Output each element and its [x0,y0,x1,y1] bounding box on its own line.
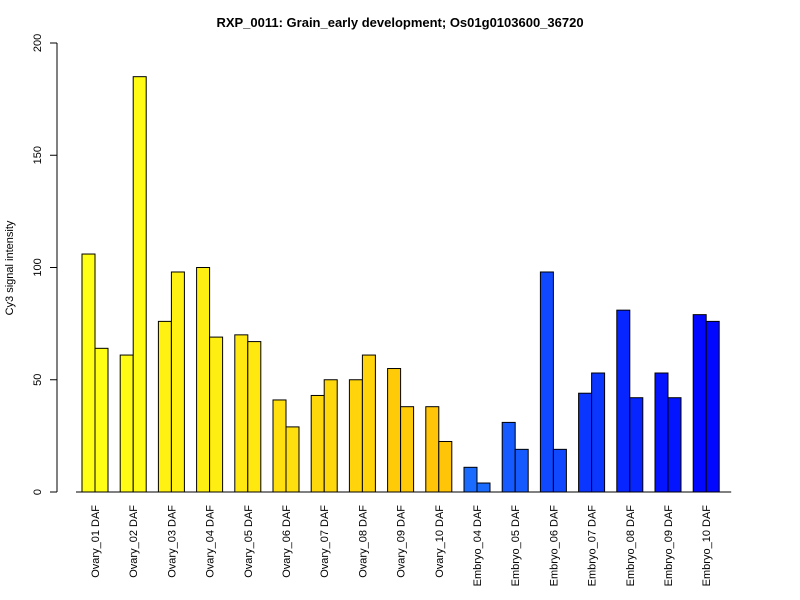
bar [552,448,567,493]
bar [501,421,516,493]
category-label: Ovary_03 DAF [166,505,178,578]
bar [476,482,491,493]
bar [438,440,453,493]
bar [157,320,172,493]
bar [310,394,325,493]
category-labels: Ovary_01 DAF Ovary_02 DAF Ovary_03 DAF Ovar… [90,505,713,587]
bar [94,347,109,493]
category-label: Embryo_10 DAF [701,505,713,587]
bar [234,334,249,493]
category-label: Ovary_10 DAF [434,505,446,578]
bar [425,406,440,493]
category-label: Ovary_07 DAF [319,505,331,578]
category-label: Embryo_04 DAF [472,505,484,587]
y-tick-label: 0 [32,489,44,495]
category-label: Ovary_04 DAF [205,505,217,578]
bar [463,466,478,493]
bar [705,320,720,493]
category-label: Ovary_02 DAF [128,505,140,578]
bar [132,76,147,493]
category-label: Ovary_09 DAF [396,505,408,578]
bar [285,426,300,493]
category-label: Ovary_06 DAF [281,505,293,578]
bar [591,372,606,493]
y-tick-label: 200 [32,34,44,52]
bar [400,406,415,493]
bar [170,271,185,493]
category-label: Embryo_05 DAF [510,505,522,587]
category-label: Embryo_08 DAF [625,505,637,587]
category-label: Embryo_06 DAF [548,505,560,587]
bar [247,341,262,493]
bar [196,267,211,493]
category-label: Ovary_01 DAF [90,505,102,578]
category-label: Embryo_07 DAF [587,505,599,587]
bar [616,309,631,493]
bar [578,392,593,493]
category-label: Ovary_08 DAF [357,505,369,578]
bar [654,372,669,493]
bar [629,397,644,493]
category-label: Embryo_09 DAF [663,505,675,587]
bar [692,314,707,493]
category-label: Ovary_05 DAF [243,505,255,578]
chart-title: RXP_0011: Grain_early development; Os01g… [216,15,583,30]
bar [81,253,96,493]
bar [209,336,224,493]
bar [272,399,287,493]
y-tick-label: 150 [32,146,44,164]
bar [387,368,402,493]
y-tick-label: 50 [32,374,44,386]
bar [667,397,682,493]
bar [361,354,376,493]
y-axis-label: Cy3 signal intensity [4,220,16,315]
bar [514,448,529,493]
bar [119,354,134,493]
y-tick-label: 100 [32,258,44,276]
bar [539,271,554,493]
bar [348,379,363,493]
bar [323,379,338,493]
bars-group [81,76,720,493]
